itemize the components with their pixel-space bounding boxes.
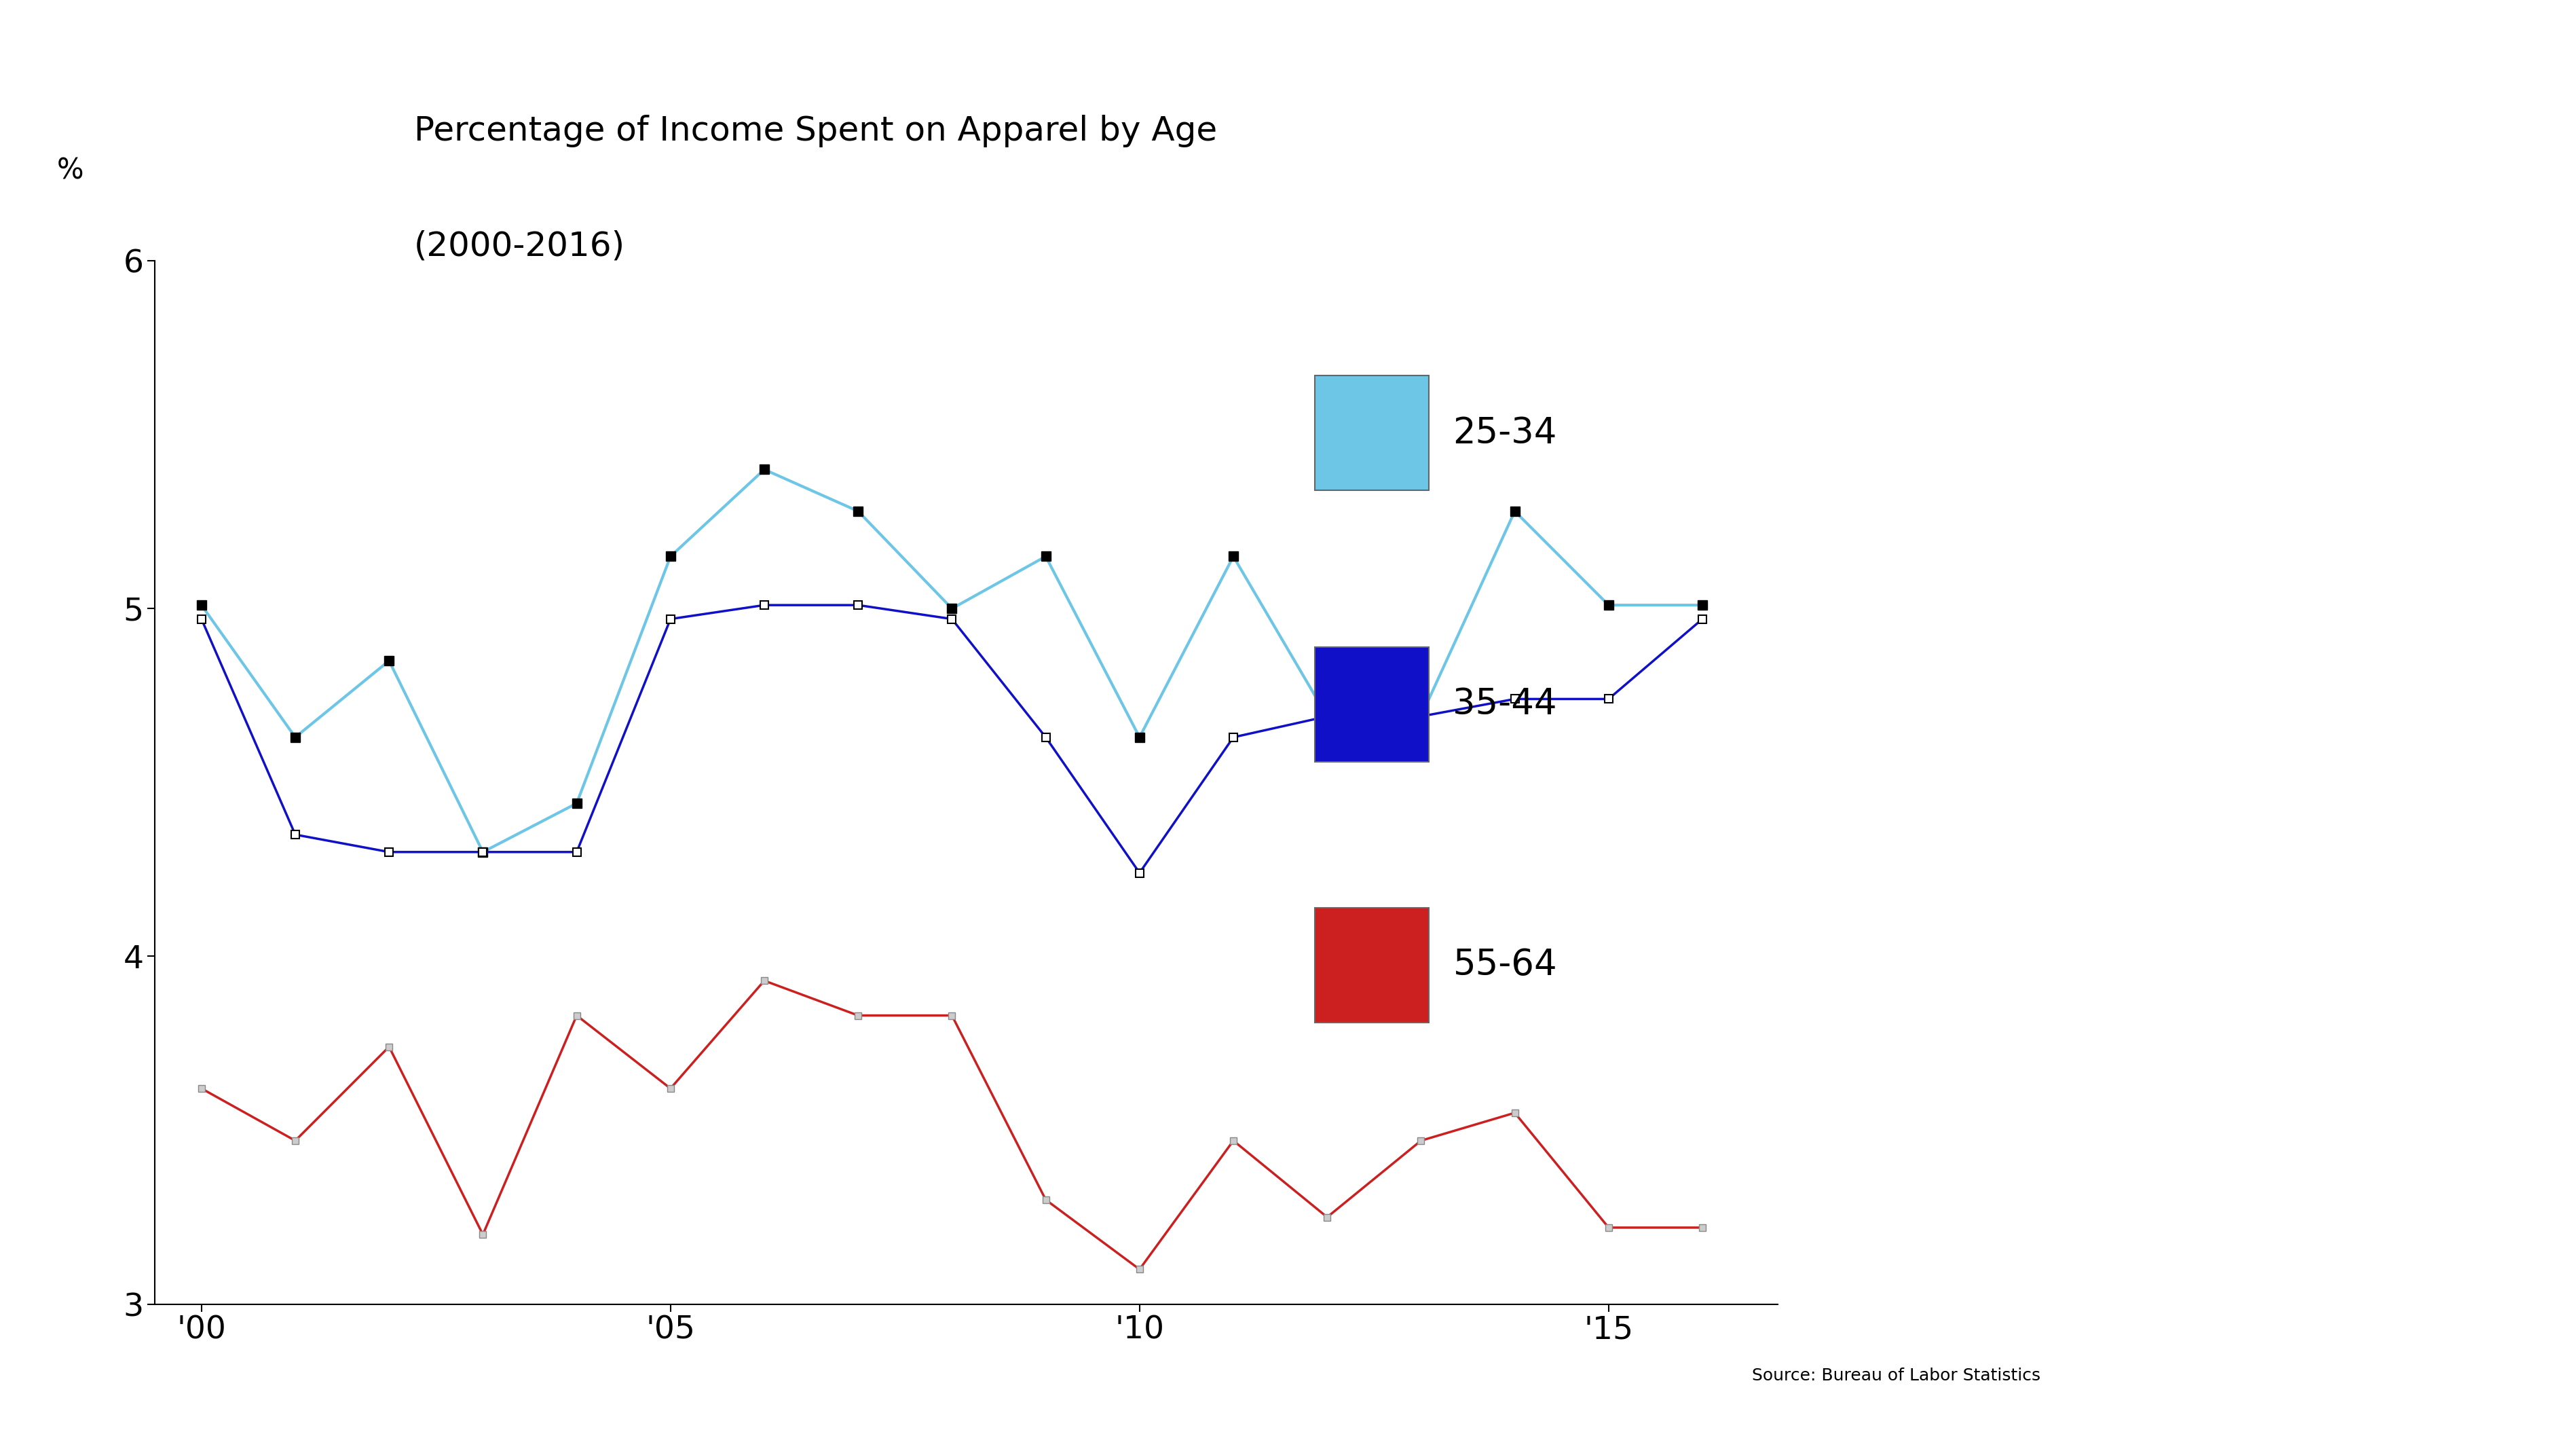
Text: Source: Bureau of Labor Statistics: Source: Bureau of Labor Statistics xyxy=(1752,1368,2040,1384)
Bar xyxy=(1314,375,1430,490)
Text: (2000-2016): (2000-2016) xyxy=(415,229,626,262)
Bar xyxy=(1314,907,1430,1023)
Text: 25-34: 25-34 xyxy=(1453,416,1556,451)
Bar xyxy=(1314,646,1430,762)
Text: %: % xyxy=(57,156,85,185)
Text: 35-44: 35-44 xyxy=(1453,687,1556,722)
Text: 55-64: 55-64 xyxy=(1453,948,1556,982)
Text: Percentage of Income Spent on Apparel by Age: Percentage of Income Spent on Apparel by… xyxy=(415,114,1218,148)
